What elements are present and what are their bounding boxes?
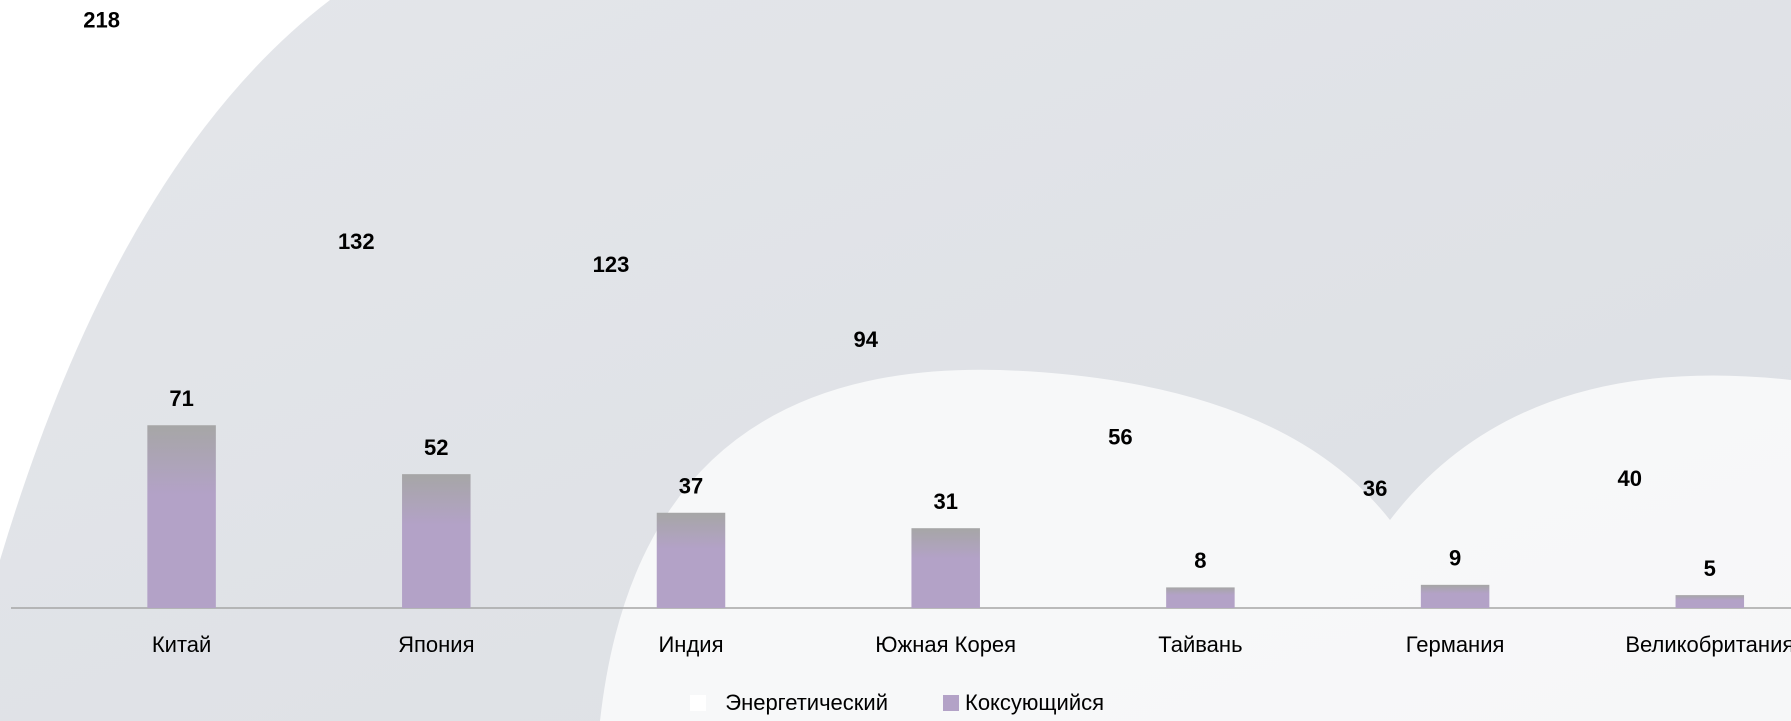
x-tick-label: Япония — [398, 632, 474, 657]
x-tick-label: Великобритания — [1625, 632, 1791, 657]
data-label: 5 — [1704, 556, 1716, 581]
data-label: 8 — [1194, 548, 1206, 573]
x-tick-label: Германия — [1406, 632, 1505, 657]
bar — [322, 268, 391, 608]
bar — [831, 366, 900, 608]
watermark-curve — [600, 369, 1791, 721]
data-label: 9 — [1449, 546, 1461, 571]
bar — [402, 474, 471, 608]
bar — [1420, 584, 1490, 608]
bar — [1596, 505, 1665, 608]
data-label: 123 — [593, 252, 630, 277]
data-label: 36 — [1363, 476, 1387, 501]
legend-label: Энергетический — [725, 690, 888, 715]
data-label: 40 — [1618, 466, 1642, 491]
data-label: 94 — [853, 327, 878, 352]
data-label: 71 — [169, 386, 193, 411]
legend-label: Коксующийся — [965, 690, 1104, 715]
x-tick-label: Индия — [658, 632, 723, 657]
data-label: 37 — [679, 474, 703, 499]
bar — [911, 528, 980, 608]
x-tick-label: Китай — [152, 632, 211, 657]
data-label: 218 — [83, 8, 120, 33]
bar — [147, 425, 216, 608]
x-tick-label: Южная Корея — [875, 632, 1016, 657]
x-tick-label: Тайвань — [1158, 632, 1242, 657]
bar — [1166, 587, 1235, 608]
bar — [1675, 595, 1745, 608]
data-label: 132 — [338, 229, 375, 254]
data-label: 56 — [1108, 425, 1132, 450]
bar — [1086, 464, 1155, 608]
legend-swatch — [690, 695, 706, 711]
legend-swatch — [943, 695, 959, 711]
bar — [577, 291, 646, 608]
data-label: 52 — [424, 435, 448, 460]
bar — [1341, 515, 1410, 608]
bar — [67, 47, 136, 608]
bar — [656, 512, 726, 608]
data-label: 31 — [933, 489, 957, 514]
